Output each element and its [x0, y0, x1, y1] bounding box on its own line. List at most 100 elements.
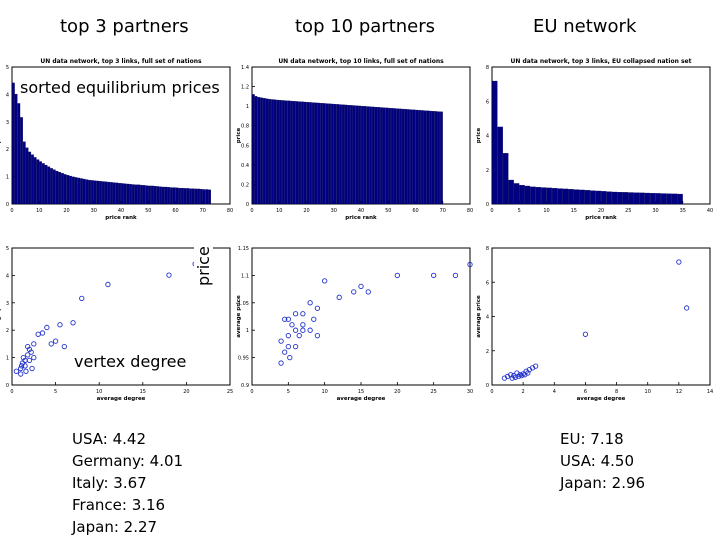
bar: [167, 187, 171, 205]
bar: [63, 174, 67, 205]
chart-title: UN data network, top 10 links, full set …: [278, 58, 444, 65]
scatter-point: [282, 316, 288, 322]
stats-right: EU: 7.18 USA: 4.50 Japan: 2.96: [560, 428, 645, 494]
scatter-point: [525, 370, 531, 376]
bar: [104, 181, 108, 205]
bar: [314, 102, 318, 205]
bar: [205, 189, 209, 205]
bar: [137, 184, 141, 205]
bar: [25, 147, 29, 205]
bar: [134, 184, 138, 205]
scatter-point: [314, 333, 321, 339]
bar: [388, 107, 391, 205]
bar: [191, 188, 195, 205]
bar: [382, 107, 386, 205]
plot-frame: [491, 66, 711, 205]
bar: [202, 189, 206, 205]
scatter-point: [282, 349, 288, 355]
y-tick-label: 5: [6, 65, 9, 71]
bar: [380, 107, 383, 205]
y-tick-label: 0: [486, 202, 489, 208]
bar: [251, 94, 255, 205]
bar: [58, 172, 62, 205]
x-tick-label: 40: [118, 208, 124, 214]
x-axis-label: price rank: [345, 215, 377, 221]
stat-line: Japan: 2.27: [72, 518, 158, 536]
scatter-point: [300, 322, 306, 328]
y-tick-label: 4: [6, 273, 9, 279]
col-title-1: top 3 partners: [60, 16, 189, 37]
bar: [50, 168, 53, 205]
chart-top10-prices: 0 10 20 30 40 50 60 70 80 0 0.2 0.4 0.6 0.8 1 1.2 1.4 UN …: [236, 58, 473, 221]
bar: [159, 186, 162, 205]
bar: [622, 192, 629, 205]
bar: [164, 186, 168, 205]
bar: [161, 186, 165, 205]
chart-title: UN data network, top 3 links, full set o…: [40, 58, 202, 65]
x-tick-label: 70: [440, 208, 446, 214]
scatter-point: [29, 365, 35, 372]
y-tick-label: 1.1: [241, 273, 249, 279]
bar: [431, 111, 435, 205]
bar: [371, 106, 375, 205]
x-tick-label: 2: [522, 389, 525, 395]
chart-top10-degree: 0 5 10 15 20 25 30 0.9 0.95 1 1.05 1.1 1.15 average d…: [236, 246, 473, 402]
scatter-point: [285, 343, 291, 350]
bar: [295, 101, 299, 205]
bar: [156, 186, 160, 205]
bar: [41, 163, 45, 205]
bar: [183, 188, 187, 205]
bar: [265, 98, 269, 205]
bar: [31, 154, 34, 205]
bar: [437, 111, 441, 205]
x-tick-label: 60: [412, 208, 418, 214]
scatter-point: [287, 354, 293, 361]
bar: [91, 180, 94, 205]
x-axis-label: average degree: [97, 396, 146, 402]
x-tick-label: 10: [321, 389, 327, 395]
degree-label: vertex degree: [72, 352, 189, 371]
bar: [434, 111, 438, 205]
bar: [101, 181, 105, 205]
x-tick-label: 14: [707, 389, 713, 395]
bar: [513, 183, 520, 205]
bar: [115, 182, 119, 205]
bar: [131, 184, 135, 205]
bar: [287, 100, 291, 205]
scatter-point: [61, 343, 67, 350]
scatter-point: [518, 372, 525, 379]
y-tick-label: 0.2: [241, 182, 249, 188]
bar: [175, 187, 179, 205]
bar: [429, 110, 432, 205]
bar: [584, 190, 591, 205]
x-tick-label: 30: [331, 208, 337, 214]
bar: [524, 185, 531, 205]
bar: [369, 106, 372, 205]
scatter-point: [512, 374, 519, 380]
bar: [69, 175, 72, 205]
bar: [186, 188, 190, 205]
scatter-point: [31, 341, 37, 347]
y-tick-label: 1.4: [241, 65, 249, 71]
y-tick-label: 0.95: [238, 356, 249, 362]
bar: [390, 108, 394, 205]
scatter-point: [307, 300, 313, 306]
y-tick-label: 0: [486, 383, 489, 389]
scatter-point: [311, 316, 317, 322]
scatter-point: [300, 311, 306, 317]
bar: [590, 190, 596, 205]
bar: [541, 187, 547, 205]
bar: [273, 99, 277, 205]
bar: [61, 173, 64, 205]
y-tick-label: 4: [6, 92, 9, 98]
bar: [639, 192, 645, 205]
bar: [44, 164, 48, 205]
bar: [140, 184, 143, 205]
bar: [404, 109, 408, 205]
bar: [497, 126, 503, 205]
bar: [568, 189, 574, 205]
x-tick-label: 0: [490, 208, 493, 214]
bar: [325, 103, 329, 205]
bar: [77, 177, 81, 205]
x-tick-label: 40: [707, 208, 713, 214]
